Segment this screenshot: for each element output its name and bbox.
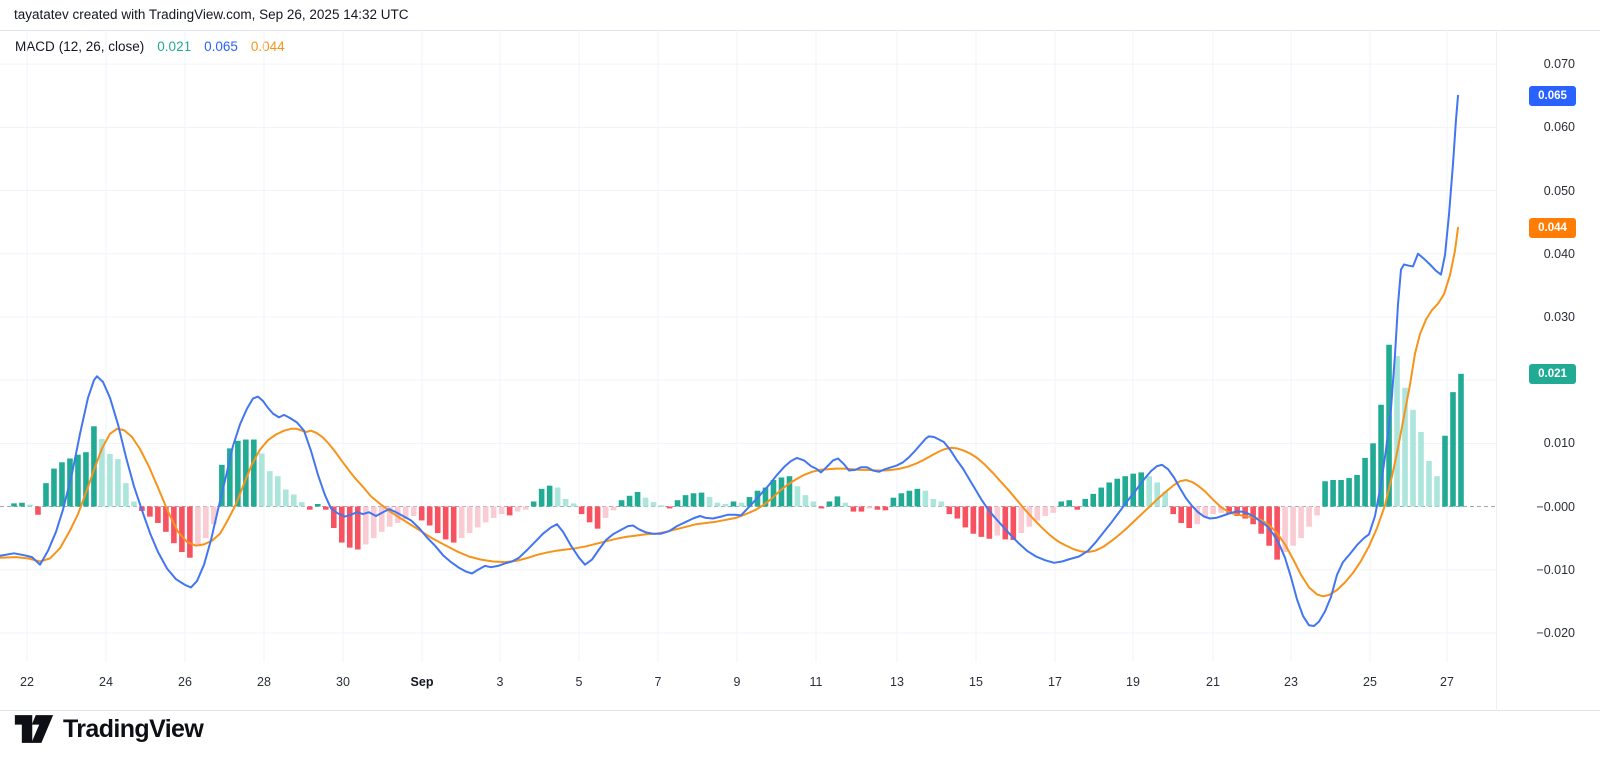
indicator-name: MACD xyxy=(15,39,55,54)
price-badge: 0.065 xyxy=(1529,85,1576,106)
x-axis-label: 9 xyxy=(733,675,741,689)
attribution-text: tayatatev created with TradingView.com, … xyxy=(14,7,409,22)
x-axis-label: 30 xyxy=(336,675,350,689)
y-axis-label: 0.070 xyxy=(1543,57,1575,72)
x-axis-label: 19 xyxy=(1126,675,1140,689)
x-axis-label: 13 xyxy=(890,675,904,689)
x-axis-label: 3 xyxy=(496,675,504,689)
y-axis-label: −0.020 xyxy=(1536,625,1575,640)
axis-separator xyxy=(1496,30,1497,711)
y-axis-label: 0.060 xyxy=(1543,120,1575,135)
bottom-border xyxy=(0,710,1600,711)
x-axis-label: 15 xyxy=(969,675,983,689)
legend-value: 0.044 xyxy=(250,39,285,54)
tradingview-logo-icon xyxy=(14,715,54,743)
y-axis-label: 0.050 xyxy=(1543,183,1575,198)
x-axis-label: 23 xyxy=(1284,675,1298,689)
x-axis-label: Sep xyxy=(410,675,434,689)
x-axis-label: 22 xyxy=(20,675,34,689)
price-badge: 0.021 xyxy=(1529,363,1576,384)
tradingview-brand: TradingView xyxy=(14,712,204,746)
x-axis-label: 24 xyxy=(99,675,113,689)
x-axis-label: 27 xyxy=(1440,675,1454,689)
header-divider xyxy=(0,30,1600,31)
legend-value: 0.065 xyxy=(204,39,238,54)
x-axis-label: 5 xyxy=(575,675,583,689)
indicator-legend: MACD (12, 26, close) 0.021 0.065 0.044 xyxy=(15,39,285,54)
x-axis-label: 7 xyxy=(654,675,662,689)
x-axis-label: 11 xyxy=(809,675,823,689)
x-axis-label: 17 xyxy=(1048,675,1062,689)
y-axis-label: 0.030 xyxy=(1543,309,1575,324)
y-axis-label: 0.010 xyxy=(1543,436,1575,451)
x-axis-label: 28 xyxy=(257,675,271,689)
price-badge: 0.044 xyxy=(1529,218,1576,239)
x-axis-label: 26 xyxy=(178,675,192,689)
x-axis-label: 25 xyxy=(1363,675,1377,689)
y-axis-label: 0.040 xyxy=(1543,246,1575,261)
y-axis-label: −0.010 xyxy=(1536,562,1575,577)
indicator-params: (12, 26, close) xyxy=(58,39,145,54)
legend-value: 0.021 xyxy=(157,39,192,54)
x-axis-label: 21 xyxy=(1206,675,1220,689)
tradingview-wordmark: TradingView xyxy=(63,714,204,743)
y-axis-label: −0.000 xyxy=(1536,499,1575,514)
